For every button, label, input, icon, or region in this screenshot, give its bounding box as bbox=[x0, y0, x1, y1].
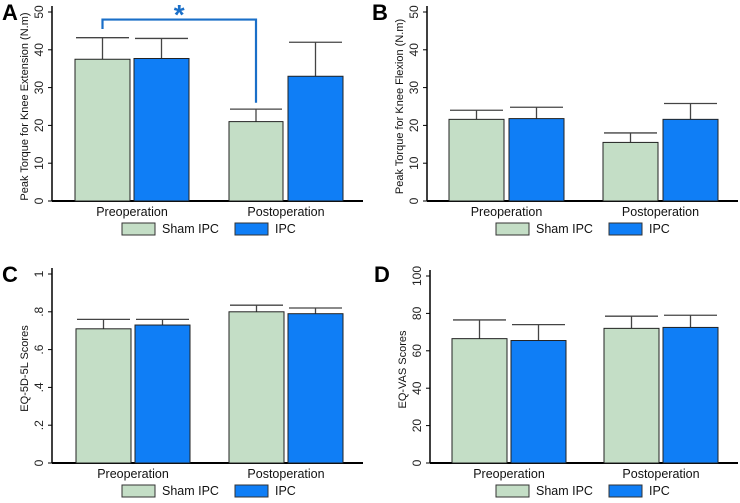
bar-ipc-preoperation bbox=[133, 57, 190, 202]
legend-swatch bbox=[121, 222, 156, 236]
panel-label: D bbox=[374, 262, 390, 287]
legend-label: IPC bbox=[275, 222, 296, 236]
bar-ipc-postoperation bbox=[662, 118, 719, 202]
bar-ipc-preoperation bbox=[134, 324, 191, 464]
bar-sham-ipc-postoperation bbox=[228, 311, 285, 464]
x-tick-label: Preoperation bbox=[473, 467, 545, 481]
y-tick-label: 40 bbox=[410, 381, 424, 395]
y-axis-label: EQ-VAS Scores bbox=[397, 330, 409, 409]
legend-swatch bbox=[495, 222, 530, 236]
legend-label: Sham IPC bbox=[536, 484, 593, 498]
panel-label: A bbox=[2, 0, 18, 25]
legend-label: Sham IPC bbox=[162, 222, 219, 236]
y-tick-label: 0 bbox=[410, 459, 424, 466]
bar-sham-ipc-postoperation bbox=[228, 121, 284, 202]
y-tick-label: 30 bbox=[407, 81, 421, 95]
y-tick-label: 20 bbox=[32, 118, 46, 132]
x-tick-label: Postoperation bbox=[247, 205, 324, 219]
y-tick-label: 20 bbox=[407, 118, 421, 132]
bar-ipc-postoperation bbox=[287, 75, 344, 202]
y-tick-label: 50 bbox=[407, 5, 421, 19]
y-tick-label: .8 bbox=[32, 306, 46, 316]
x-tick-label: Preoperation bbox=[96, 205, 168, 219]
legend-label: Sham IPC bbox=[536, 222, 593, 236]
legend-swatch bbox=[121, 484, 156, 498]
y-axis-label: Peak Torque for Knee Flexion (N.m) bbox=[394, 19, 406, 194]
legend-swatch bbox=[234, 222, 269, 236]
bar-ipc-postoperation bbox=[662, 326, 719, 464]
y-tick-label: 50 bbox=[32, 5, 46, 19]
legend-swatch bbox=[608, 484, 643, 498]
panel-D: D 0 20 40 60 80 100 EQ-VAS Scores Preoperation Po… bbox=[374, 262, 738, 498]
y-tick-label: 0 bbox=[407, 197, 421, 204]
legend-label: Sham IPC bbox=[162, 484, 219, 498]
significance-star: * bbox=[174, 0, 185, 30]
legend-label: IPC bbox=[649, 222, 670, 236]
legend-swatch bbox=[608, 222, 643, 236]
y-tick-label: .6 bbox=[32, 344, 46, 354]
panel-label: B bbox=[372, 0, 388, 25]
y-tick-label: 100 bbox=[410, 266, 424, 286]
legend-swatch bbox=[234, 484, 269, 498]
y-tick-label: 20 bbox=[410, 419, 424, 433]
legend-label: IPC bbox=[275, 484, 296, 498]
bar-sham-ipc-preoperation bbox=[448, 118, 505, 202]
y-tick-label: 80 bbox=[410, 306, 424, 320]
bar-sham-ipc-postoperation bbox=[603, 327, 660, 464]
significance-bracket bbox=[101, 18, 258, 103]
y-tick-label: 10 bbox=[407, 156, 421, 170]
y-tick-label: 1 bbox=[32, 270, 46, 277]
y-tick-label: 0 bbox=[32, 197, 46, 204]
y-tick-label: 0 bbox=[32, 459, 46, 466]
y-tick-label: 30 bbox=[32, 81, 46, 95]
x-tick-label: Postoperation bbox=[622, 467, 699, 481]
y-tick-label: .2 bbox=[32, 420, 46, 430]
panel-C: C 0 .2 .4 .6 .8 1 EQ-5D-5L Scores Preoperation Po… bbox=[2, 262, 363, 498]
bar-sham-ipc-preoperation bbox=[451, 338, 508, 464]
bar-sham-ipc-postoperation bbox=[602, 141, 659, 202]
bar-ipc-preoperation bbox=[510, 340, 567, 464]
y-axis-label: Peak Torque for Knee Extension (N.m) bbox=[19, 12, 31, 200]
y-tick-label: 10 bbox=[32, 156, 46, 170]
y-tick-label: .4 bbox=[32, 382, 46, 392]
x-tick-label: Postoperation bbox=[247, 467, 324, 481]
bar-ipc-preoperation bbox=[508, 118, 565, 202]
bar-sham-ipc-preoperation bbox=[75, 328, 132, 464]
legend-label: IPC bbox=[649, 484, 670, 498]
bar-ipc-postoperation bbox=[287, 313, 344, 464]
x-tick-label: Preoperation bbox=[97, 467, 169, 481]
legend-swatch bbox=[495, 484, 530, 498]
x-tick-label: Postoperation bbox=[622, 205, 699, 219]
y-axis-label: EQ-5D-5L Scores bbox=[19, 325, 31, 412]
panel-label: C bbox=[2, 262, 18, 287]
y-tick-label: 60 bbox=[410, 344, 424, 358]
y-tick-label: 40 bbox=[32, 43, 46, 57]
x-tick-label: Preoperation bbox=[471, 205, 543, 219]
bar-sham-ipc-preoperation bbox=[74, 58, 131, 202]
y-tick-label: 40 bbox=[407, 43, 421, 57]
